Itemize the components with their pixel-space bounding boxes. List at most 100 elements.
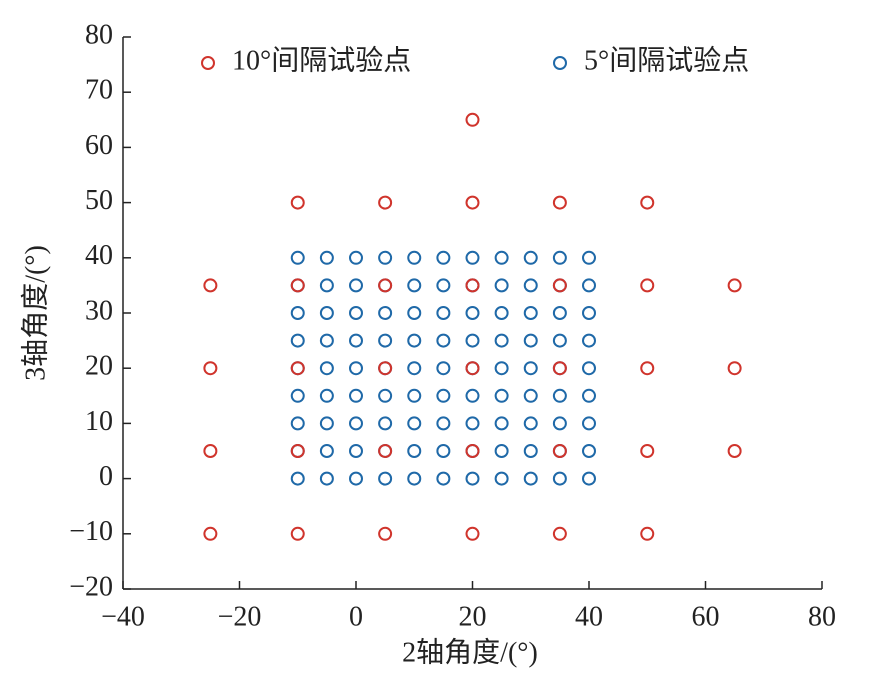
point	[290, 361, 305, 376]
point	[407, 333, 422, 348]
point	[552, 416, 567, 431]
point	[582, 361, 596, 376]
point	[523, 361, 538, 376]
point	[494, 388, 509, 403]
point	[436, 361, 451, 376]
point	[552, 361, 567, 376]
point	[319, 333, 334, 348]
point	[290, 471, 305, 486]
point	[349, 278, 363, 293]
point	[523, 278, 538, 293]
point	[640, 361, 655, 376]
x-tick-label: 40	[575, 601, 603, 632]
point	[494, 416, 509, 431]
point	[407, 416, 422, 431]
point	[319, 278, 334, 293]
point	[465, 416, 480, 431]
point	[407, 278, 422, 293]
point	[319, 361, 334, 376]
legend-label: 5°间隔试验点	[584, 44, 749, 76]
point	[523, 250, 538, 265]
point	[407, 471, 422, 486]
point	[582, 416, 596, 431]
point	[378, 361, 393, 376]
point	[523, 471, 538, 486]
point	[727, 444, 742, 458]
point	[465, 471, 480, 486]
point	[523, 416, 538, 431]
point	[465, 444, 480, 458]
point	[465, 112, 480, 127]
point	[319, 471, 334, 486]
point	[436, 306, 451, 320]
y-tick-label: −10	[69, 516, 113, 547]
point	[378, 278, 393, 293]
point	[552, 444, 567, 458]
point	[552, 306, 567, 320]
point	[290, 278, 305, 293]
point	[523, 388, 538, 403]
point	[582, 306, 596, 320]
point	[582, 333, 596, 348]
point	[582, 278, 596, 293]
point	[582, 388, 596, 403]
y-tick-label: −20	[69, 571, 113, 602]
point	[349, 388, 363, 403]
point	[290, 526, 305, 541]
point	[407, 444, 422, 458]
point	[290, 444, 305, 458]
point	[582, 471, 596, 486]
point	[378, 195, 393, 210]
point	[523, 333, 538, 348]
point	[640, 444, 655, 458]
point	[552, 388, 567, 403]
y-tick-label: 50	[85, 185, 113, 216]
point	[465, 306, 480, 320]
point	[552, 526, 567, 541]
point	[727, 278, 742, 293]
point	[290, 306, 305, 320]
point	[436, 471, 451, 486]
point	[290, 250, 305, 265]
point	[378, 333, 393, 348]
point	[582, 250, 596, 265]
point	[378, 306, 393, 320]
point	[436, 444, 451, 458]
y-tick-label: 80	[85, 19, 113, 50]
x-axis-label: 2轴角度/(°)	[402, 636, 538, 668]
point	[378, 250, 393, 265]
point	[349, 416, 363, 431]
point	[349, 333, 363, 348]
y-tick-label: 20	[85, 351, 113, 382]
point	[290, 333, 305, 348]
point	[407, 388, 422, 403]
point	[349, 444, 363, 458]
y-tick-label: 0	[99, 461, 113, 492]
y-tick-label: 40	[85, 240, 113, 271]
point	[465, 250, 480, 265]
point	[494, 278, 509, 293]
point	[552, 471, 567, 486]
point	[319, 388, 334, 403]
point	[436, 416, 451, 431]
point	[436, 388, 451, 403]
point	[290, 195, 305, 210]
point	[552, 333, 567, 348]
point	[465, 361, 480, 376]
x-tick-label: −40	[101, 601, 145, 632]
x-tick-label: 20	[459, 601, 487, 632]
point	[640, 195, 655, 210]
point	[494, 250, 509, 265]
y-axis-label: 3轴角度/(°)	[19, 245, 51, 381]
y-tick-label: 30	[85, 295, 113, 326]
point	[552, 250, 567, 265]
point	[407, 306, 422, 320]
point	[552, 195, 567, 210]
point	[203, 444, 218, 458]
point	[727, 361, 742, 376]
point	[407, 250, 422, 265]
point	[436, 333, 451, 348]
point	[494, 471, 509, 486]
x-tick-label: 0	[349, 601, 363, 632]
